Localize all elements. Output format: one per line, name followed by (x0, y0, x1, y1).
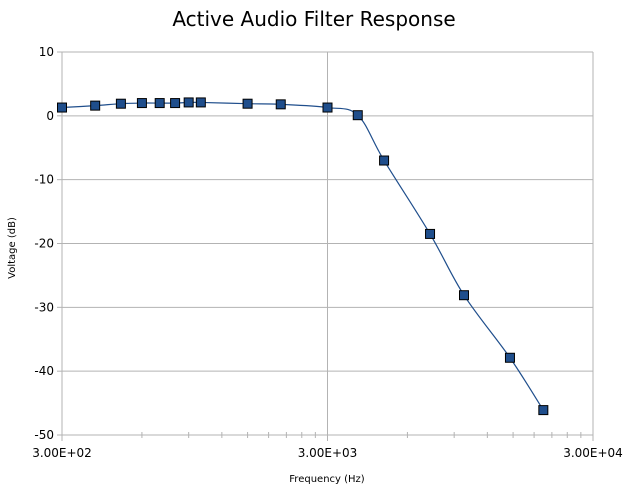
y-tick-label: -50 (34, 428, 54, 442)
data-point-marker (352, 110, 363, 121)
data-point-marker (136, 98, 147, 109)
y-tick-label: -10 (34, 173, 54, 187)
data-point-marker (425, 228, 436, 239)
y-axis-label: Voltage (dB) (7, 217, 18, 279)
y-tick-label: -30 (34, 300, 54, 314)
x-axis-label: Frequency (Hz) (289, 474, 365, 485)
y-tick-label: -20 (34, 237, 54, 251)
data-point-marker (170, 98, 181, 109)
y-tick-label: 0 (46, 109, 54, 123)
data-point-marker (195, 97, 206, 108)
data-point-marker (458, 290, 469, 301)
data-point-marker (115, 98, 126, 109)
data-point-marker (379, 155, 390, 166)
series-line (61, 101, 544, 411)
y-tick-label: 10 (39, 45, 54, 59)
chart-title: Active Audio Filter Response (172, 7, 455, 31)
x-tick-label: 3.00E+02 (32, 446, 92, 460)
y-tick-label: -40 (34, 364, 54, 378)
data-point-marker (183, 97, 194, 108)
data-point-marker (322, 102, 333, 113)
data-point-marker (538, 405, 549, 416)
series-layer (57, 97, 549, 416)
data-point-marker (154, 98, 165, 109)
data-point-marker (90, 100, 101, 111)
data-point-marker (504, 352, 515, 363)
axis-layer: 10 0 -10 -20 -30 -40 -50 3.00E+02 3.00E+03 3.00E+… (32, 45, 623, 460)
x-tick-label: 3.00E+03 (298, 446, 358, 460)
data-point-marker (57, 102, 67, 113)
data-point-marker (275, 99, 286, 110)
data-point-marker (242, 98, 253, 109)
x-tick-label: 3.00E+04 (563, 446, 623, 460)
